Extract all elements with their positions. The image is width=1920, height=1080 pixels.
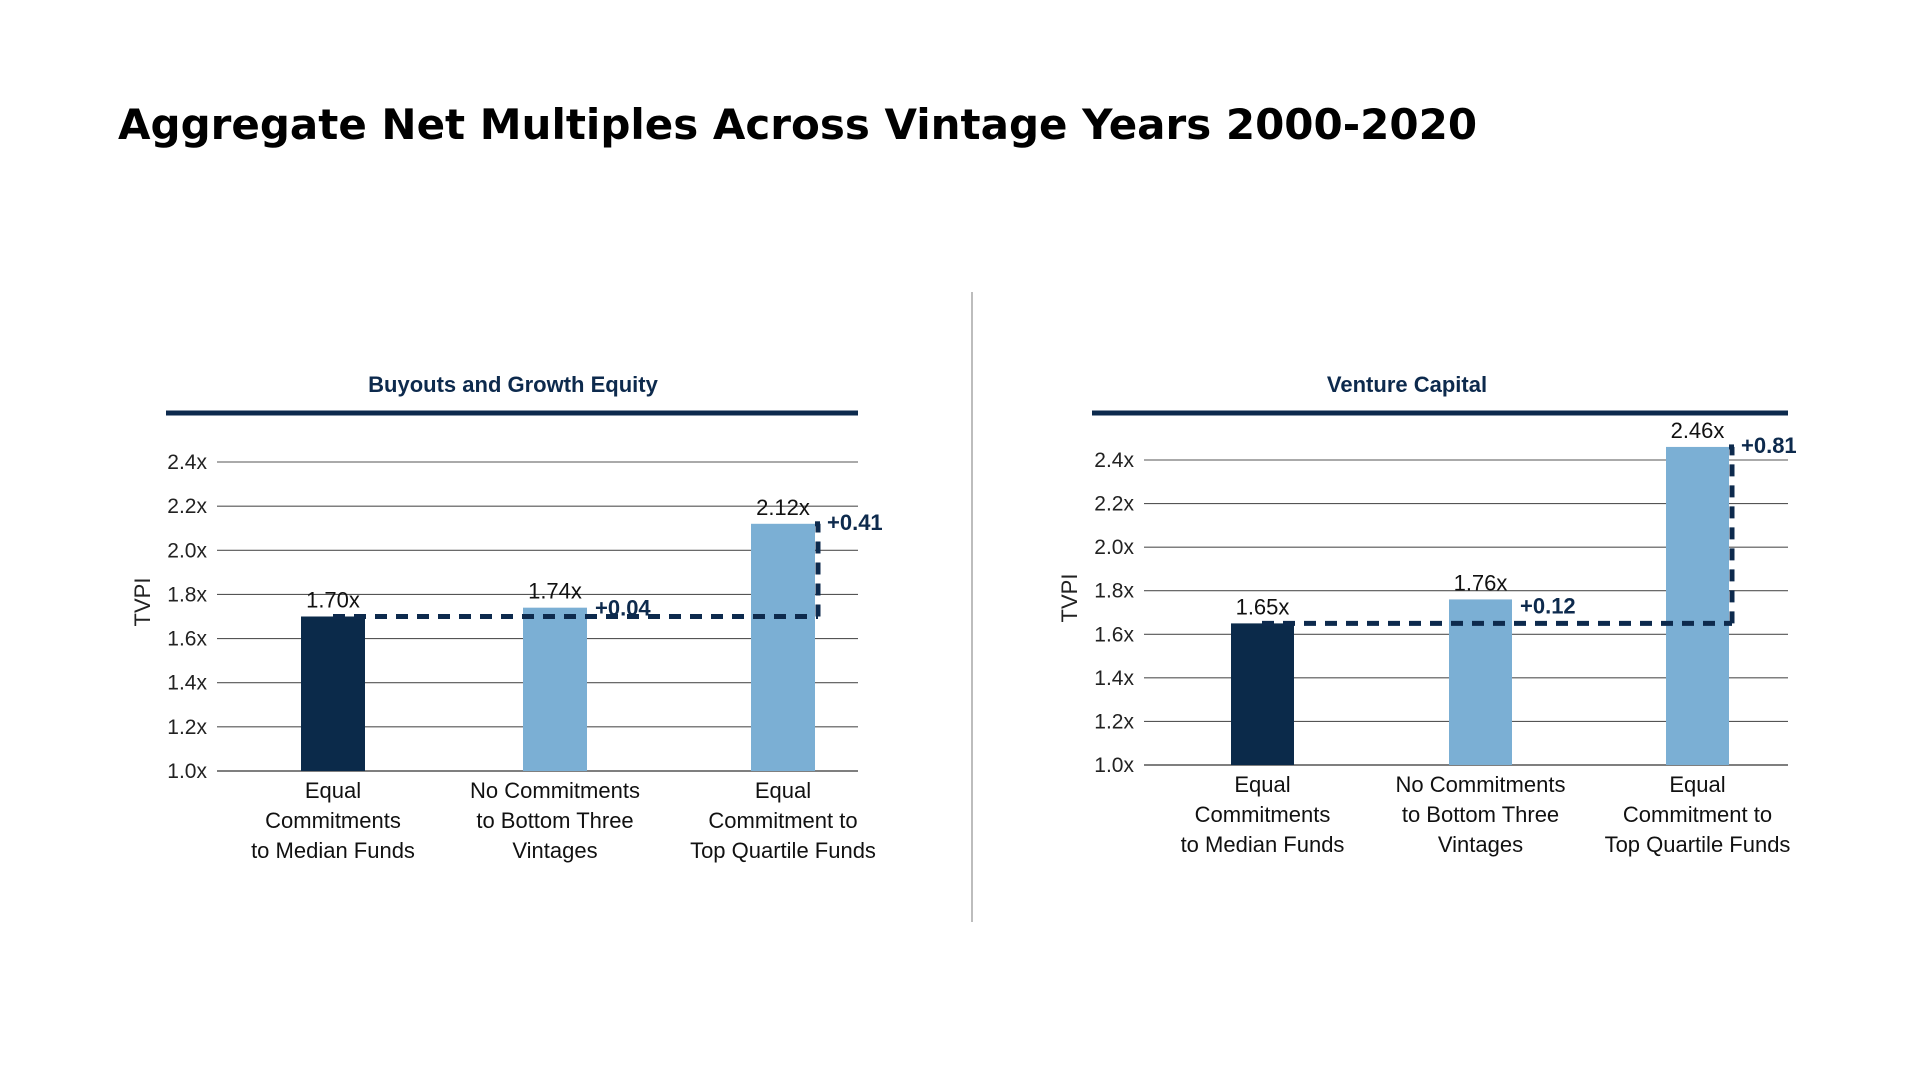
y-tick-label: 1.6x [167, 628, 207, 651]
y-tick-label: 1.6x [1094, 623, 1134, 646]
y-tick-label: 1.2x [167, 716, 207, 739]
x-category-label: Commitment to [708, 808, 857, 833]
bar-value-label: 1.70x [306, 588, 360, 613]
delta-annotation: +0.41 [827, 510, 883, 535]
y-tick-label: 1.8x [1094, 580, 1134, 603]
y-axis-label: TVPI [130, 578, 155, 627]
chart-title: Venture Capital [1327, 372, 1487, 397]
y-tick-label: 2.4x [167, 451, 207, 474]
x-category-label: Equal [755, 778, 811, 803]
x-category-label: Equal [1234, 772, 1290, 797]
bar-value-label: 2.46x [1671, 418, 1725, 443]
x-category-label: Equal [1669, 772, 1725, 797]
chart-divider [971, 292, 973, 922]
bar-value-label: 1.65x [1236, 594, 1290, 619]
bar [301, 616, 365, 771]
x-category-label: Vintages [512, 838, 597, 863]
x-category-label: to Bottom Three [476, 808, 633, 833]
y-tick-label: 1.4x [167, 672, 207, 695]
x-category-label: No Commitments [470, 778, 640, 803]
y-tick-label: 2.4x [1094, 449, 1134, 472]
x-category-label: Commitments [1195, 802, 1331, 827]
x-category-label: Equal [305, 778, 361, 803]
x-category-label: Commitments [265, 808, 401, 833]
chart-title: Buyouts and Growth Equity [368, 372, 658, 397]
bar [751, 523, 815, 771]
x-category-label: to Median Funds [251, 838, 415, 863]
y-axis-label: TVPI [1057, 574, 1082, 623]
delta-annotation: +0.04 [595, 596, 651, 621]
bar-value-label: 1.74x [528, 579, 582, 604]
x-category-label: No Commitments [1396, 772, 1566, 797]
x-category-label: Commitment to [1623, 802, 1772, 827]
bar [1449, 599, 1512, 765]
x-category-label: Vintages [1438, 832, 1523, 857]
y-tick-label: 1.0x [1094, 754, 1134, 777]
x-category-label: Top Quartile Funds [690, 838, 876, 863]
x-category-label: Top Quartile Funds [1605, 832, 1791, 857]
y-tick-label: 2.0x [1094, 536, 1134, 559]
bar [523, 607, 587, 771]
x-category-label: to Bottom Three [1402, 802, 1559, 827]
y-tick-label: 1.0x [167, 760, 207, 783]
y-tick-label: 1.8x [167, 583, 207, 606]
bar-value-label: 1.76x [1454, 570, 1508, 595]
bar [1666, 446, 1729, 765]
x-category-label: to Median Funds [1181, 832, 1345, 857]
bar-value-label: 2.12x [756, 495, 810, 520]
page-title: Aggregate Net Multiples Across Vintage Y… [118, 100, 1478, 149]
delta-annotation: +0.81 [1741, 433, 1797, 458]
y-tick-label: 2.0x [167, 539, 207, 562]
y-tick-label: 2.2x [1094, 493, 1134, 516]
y-tick-label: 1.4x [1094, 667, 1134, 690]
delta-annotation: +0.12 [1520, 593, 1576, 618]
y-tick-label: 1.2x [1094, 710, 1134, 733]
bar [1231, 623, 1294, 765]
y-tick-label: 2.2x [167, 495, 207, 518]
chart-buyouts-growth-equity: Buyouts and Growth Equity 1.0x 1.2x 1.4x 1.6… [130, 372, 883, 863]
